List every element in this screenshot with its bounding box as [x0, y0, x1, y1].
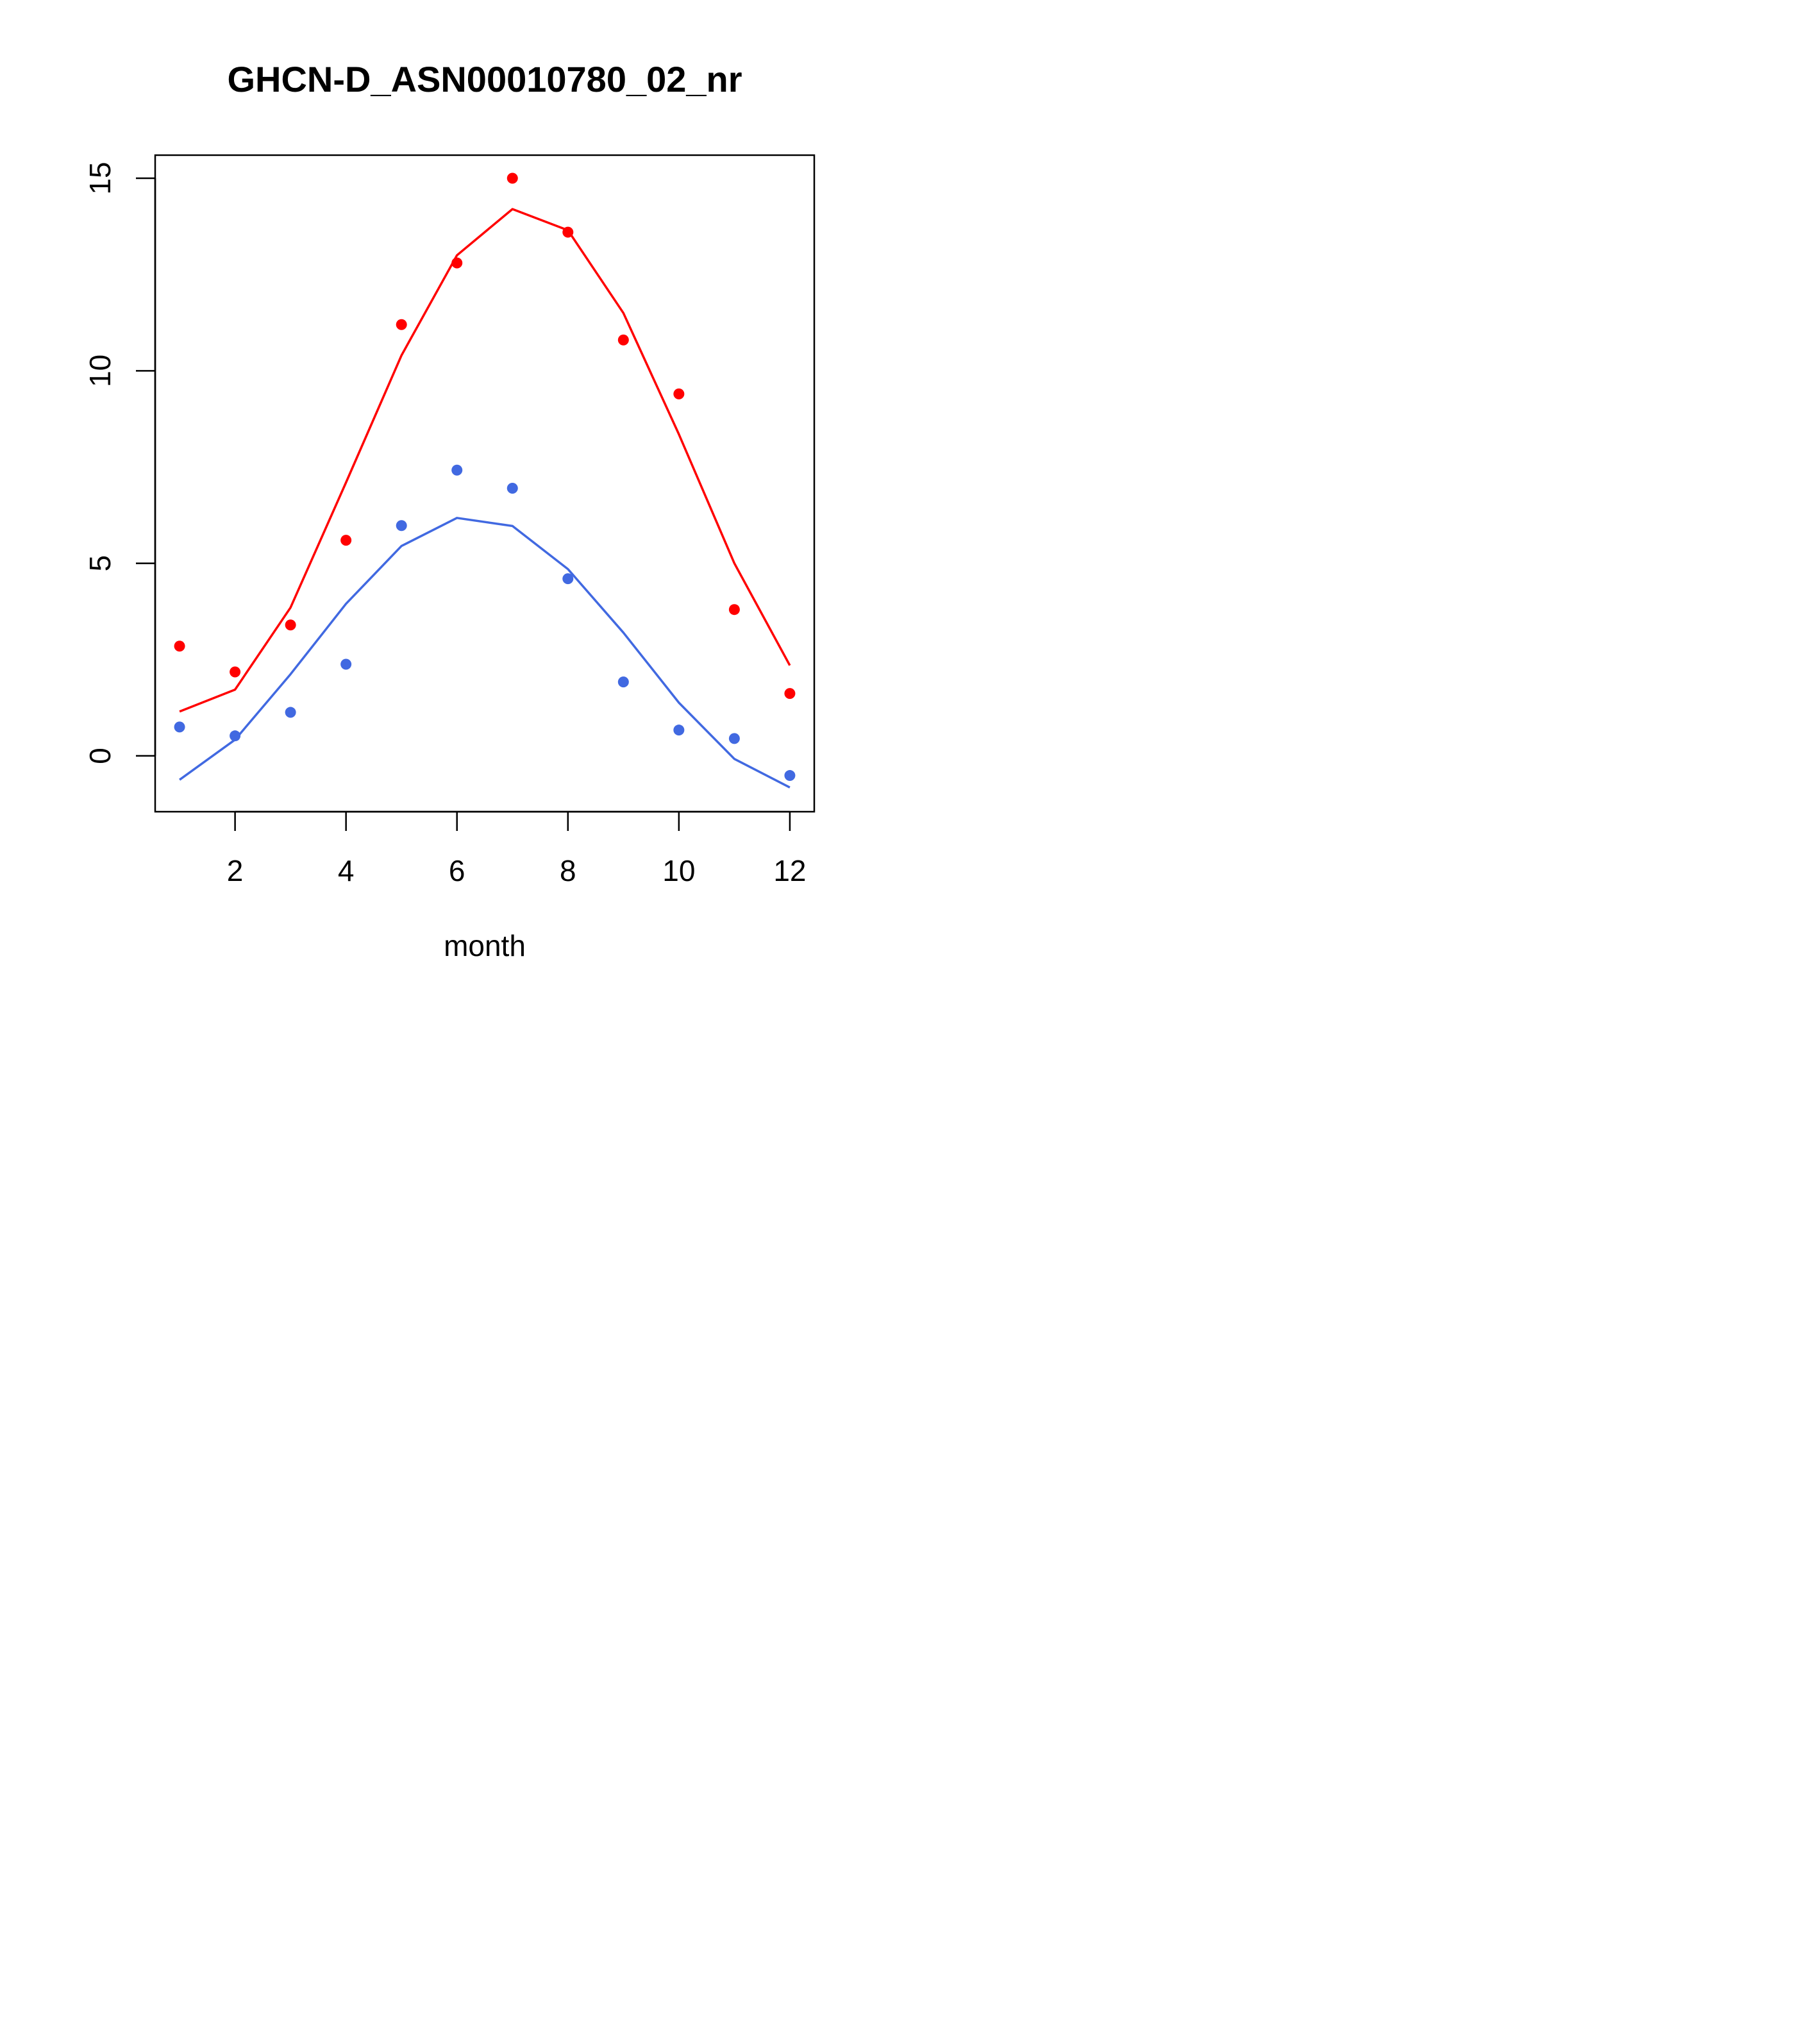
data-point: [396, 520, 407, 532]
data-point: [507, 172, 518, 184]
data-point: [451, 257, 463, 269]
data-point: [562, 226, 574, 238]
data-point: [451, 464, 463, 476]
x-axis: 2 4 6 8 10 12: [227, 810, 807, 887]
data-point: [507, 483, 518, 494]
y-tick-label: 15: [83, 162, 117, 194]
data-point: [617, 334, 629, 346]
data-point: [784, 688, 796, 699]
x-tick-label: 4: [338, 854, 355, 887]
series-line: [179, 208, 791, 713]
series-points: [174, 172, 796, 782]
data-point: [784, 770, 796, 782]
data-point: [562, 573, 574, 585]
y-tick-label: 10: [83, 355, 117, 387]
y-tick-label: 0: [83, 748, 117, 764]
data-point: [230, 666, 241, 678]
data-point: [230, 730, 241, 742]
data-point: [673, 725, 685, 736]
data-point: [396, 319, 407, 330]
x-tick-label: 10: [662, 854, 695, 887]
series-line: [179, 517, 791, 789]
data-point: [673, 388, 685, 399]
y-axis: 0 5 10 15: [83, 162, 156, 764]
series-lines: [179, 208, 791, 789]
chart: GHCN-D_ASN00010780_02_nr 2 4 6 8 10 12 0 5 10 15…: [83, 59, 816, 962]
x-tick-label: 8: [560, 854, 576, 887]
y-tick-label: 5: [83, 555, 117, 572]
x-tick-label: 12: [773, 854, 806, 887]
x-tick-label: 6: [449, 854, 465, 887]
data-point: [285, 707, 296, 718]
x-axis-label: month: [444, 929, 526, 962]
data-point: [340, 535, 352, 546]
chart-title: GHCN-D_ASN00010780_02_nr: [227, 59, 742, 99]
plot-frame: [154, 154, 816, 813]
data-point: [728, 604, 740, 616]
data-point: [174, 721, 185, 733]
data-point: [617, 676, 629, 688]
data-point: [285, 619, 296, 631]
data-point: [174, 641, 185, 652]
x-tick-label: 2: [227, 854, 244, 887]
data-point: [340, 658, 352, 670]
data-point: [728, 733, 740, 744]
